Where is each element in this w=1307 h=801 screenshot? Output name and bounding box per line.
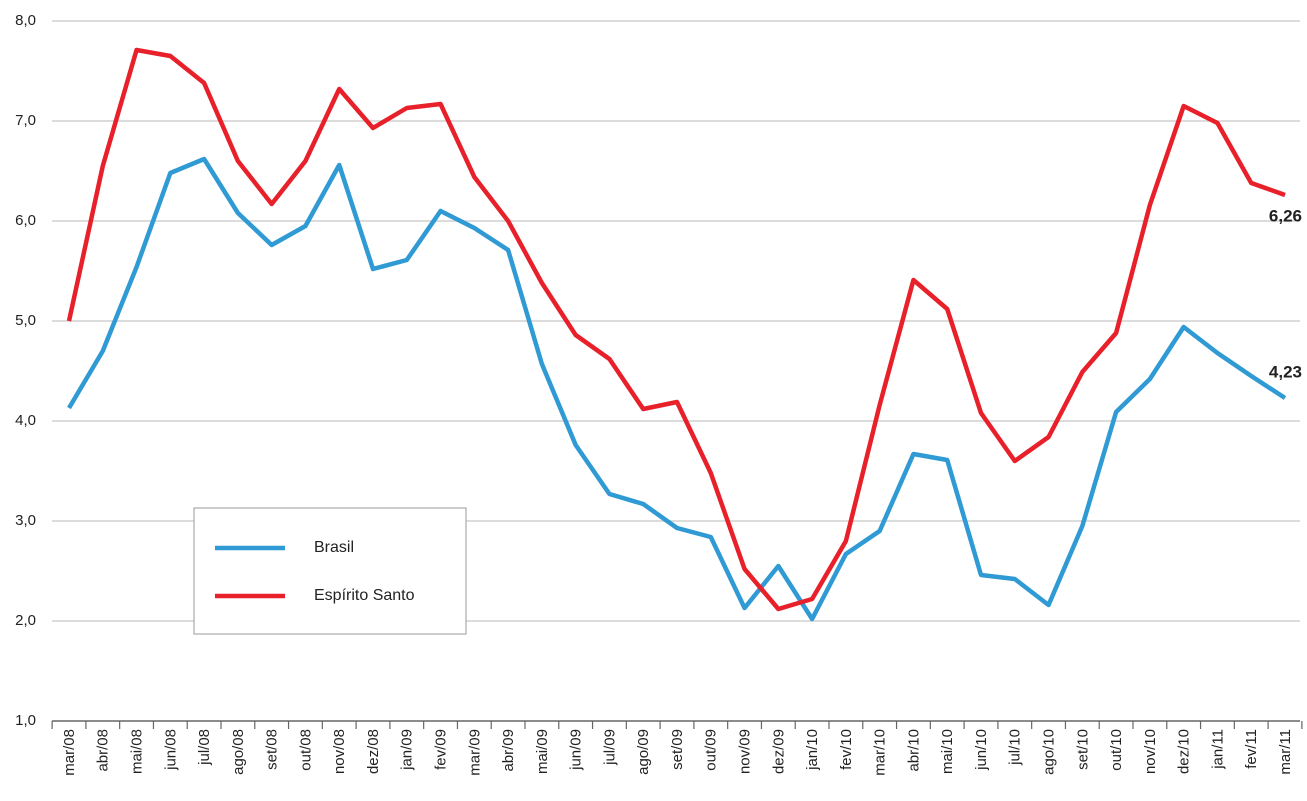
series-line [66,47,1286,612]
y-tick-label: 6,0 [15,212,36,229]
x-tick-label: ago/08 [230,729,247,775]
legend: Brasil Espírito Santo [193,507,467,635]
legend-label: Espírito Santo [314,587,415,604]
x-tick-label: jun/09 [568,729,585,771]
y-tick-label: 4,0 [15,412,36,429]
x-tick-label: ago/09 [635,729,652,775]
x-tick-label: fev/09 [433,729,450,770]
y-tick-label: 3,0 [15,512,36,529]
x-tick-label: nov/09 [737,729,754,774]
value-label: 6,26 [1269,206,1302,225]
x-tick-label: set/09 [669,729,686,770]
value-label: 4,23 [1269,362,1302,381]
x-tick-label: jun/10 [973,729,990,771]
x-tick-label: mar/11 [1277,729,1294,775]
x-tick-label: jul/10 [1007,729,1024,766]
legend-box [193,507,467,635]
legend-label: Brasil [314,539,354,556]
x-tick-label: jan/11 [1209,729,1226,770]
x-tick-label: nov/08 [331,729,348,774]
x-tick-label: set/10 [1074,729,1091,770]
x-tick-label: out/09 [703,729,720,771]
y-tick-label: 1,0 [15,712,36,729]
x-tick-label: dez/10 [1176,729,1193,774]
series-line [67,156,1287,622]
y-tick-label: 7,0 [15,112,36,129]
x-tick-label: out/08 [297,729,314,771]
x-tick-label: mar/09 [466,729,483,776]
x-tick-label: ago/10 [1041,729,1058,775]
x-tick-label: mar/10 [872,729,889,776]
x-tick-label: set/08 [264,729,281,770]
y-tick-label: 8,0 [15,12,36,29]
y-tick-label: 2,0 [15,612,36,629]
x-tick-label: jul/09 [601,729,618,766]
x-tick-label: abr/10 [905,729,922,772]
x-tick-label: out/10 [1108,729,1125,771]
x-tick-label: jan/09 [399,729,416,771]
x-tick-label: mar/08 [61,729,78,776]
x-tick-label: dez/09 [770,729,787,774]
x-tick-label: jun/08 [162,729,179,771]
x-tick-label: abr/09 [500,729,517,772]
x-tick-label: dez/08 [365,729,382,774]
x-tick-label: mai/08 [129,729,146,774]
x-tick-label: abr/08 [95,729,112,772]
x-tick-label: jan/10 [804,729,821,771]
y-tick-label: 5,0 [15,312,36,329]
x-tick-label: fev/10 [838,729,855,770]
x-tick-label: nov/10 [1142,729,1159,774]
x-tick-label: jul/08 [196,729,213,766]
x-tick-label: fev/11 [1243,729,1260,769]
x-tick-label: mai/10 [939,729,956,774]
x-tick-label: mai/09 [534,729,551,774]
